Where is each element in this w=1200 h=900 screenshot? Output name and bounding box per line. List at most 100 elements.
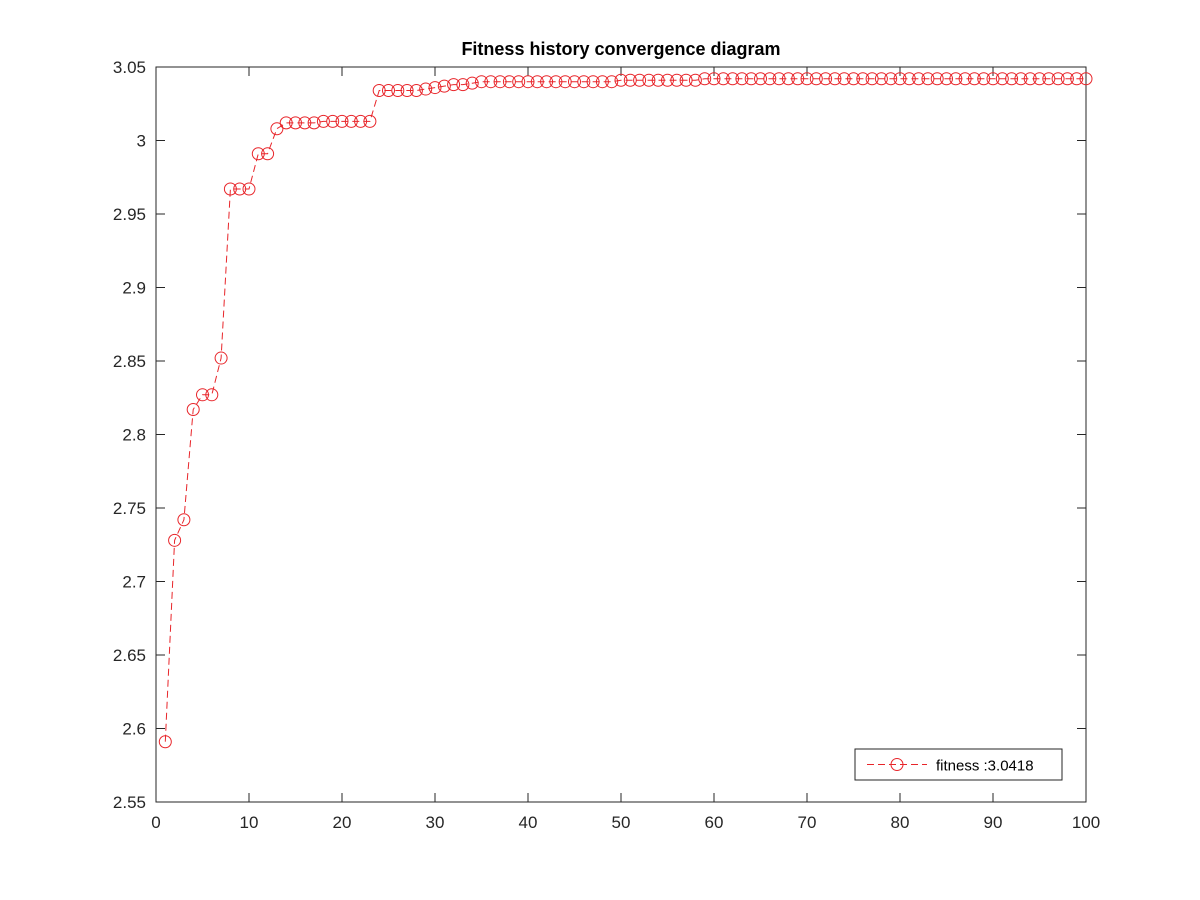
- data-point: [781, 72, 795, 86]
- data-point: [530, 75, 544, 89]
- data-point: [754, 72, 767, 86]
- y-tick-label: 2.7: [122, 573, 146, 592]
- data-point: [372, 84, 386, 98]
- data-point: [1051, 72, 1065, 86]
- data-point: [809, 72, 823, 86]
- data-point: [930, 72, 944, 86]
- data-point: [242, 182, 256, 196]
- data-point: [949, 72, 963, 86]
- x-tick-label: 100: [1072, 813, 1100, 832]
- data-point: [623, 73, 637, 87]
- data-point: [800, 72, 814, 86]
- data-point: [158, 735, 172, 749]
- data-point: [205, 388, 219, 402]
- legend-label: fitness :3.0418: [936, 758, 1034, 775]
- data-point: [475, 75, 488, 89]
- data-point: [986, 72, 1000, 86]
- y-tick-label: 2.55: [113, 793, 146, 812]
- data-point: [1005, 72, 1019, 86]
- data-point: [1023, 72, 1037, 86]
- data-point: [577, 75, 591, 89]
- data-point: [837, 72, 851, 86]
- x-tick-label: 20: [333, 813, 352, 832]
- data-point: [726, 72, 740, 86]
- data-point: [679, 73, 693, 87]
- data-point: [289, 116, 302, 130]
- y-tick-label: 2.95: [113, 205, 146, 224]
- x-tick-label: 0: [151, 813, 160, 832]
- data-point: [279, 116, 293, 130]
- data-point: [586, 75, 600, 89]
- data-point: [540, 75, 554, 89]
- data-point: [912, 72, 926, 86]
- data-point: [437, 79, 451, 93]
- tick-labels: 0 10 20 30 40 50 60 70 80 90 100 2.55 2.6 2.65 2.7 2.75…: [113, 58, 1100, 832]
- y-tick-label: 2.9: [122, 279, 146, 298]
- legend-marker-icon: [890, 758, 904, 771]
- y-tick-label: 2.6: [122, 720, 146, 739]
- x-tick-label: 90: [984, 813, 1003, 832]
- x-tick-label: 50: [612, 813, 631, 832]
- data-point: [568, 75, 581, 89]
- data-point: [698, 72, 712, 86]
- data-point: [521, 75, 535, 89]
- chart-title: Fitness history convergence diagram: [461, 39, 780, 59]
- data-point: [967, 72, 981, 86]
- data-point: [298, 116, 312, 130]
- data-point: [1042, 72, 1056, 86]
- data-point: [651, 73, 665, 87]
- data-point: [1079, 72, 1093, 86]
- data-point: [354, 114, 368, 128]
- data-point: [558, 75, 572, 89]
- data-point: [186, 403, 200, 417]
- x-tick-label: 60: [705, 813, 724, 832]
- data-point: [512, 75, 526, 89]
- data-point: [168, 533, 182, 547]
- x-tick-label: 70: [798, 813, 817, 832]
- data-point: [261, 147, 275, 161]
- data-point: [363, 114, 377, 128]
- data-point: [791, 72, 805, 86]
- data-point: [502, 75, 516, 89]
- legend: fitness :3.0418: [854, 748, 1063, 781]
- series-layer: [158, 72, 1093, 749]
- y-tick-label: 2.75: [113, 499, 146, 518]
- data-point: [819, 72, 833, 86]
- data-point: [493, 75, 507, 89]
- data-point: [642, 73, 656, 87]
- data-point: [177, 513, 191, 527]
- data-point: [400, 84, 414, 98]
- data-point: [1033, 72, 1046, 86]
- data-point: [921, 72, 935, 86]
- data-point: [382, 84, 395, 98]
- data-point: [223, 182, 237, 196]
- data-point: [233, 182, 247, 196]
- data-point: [633, 73, 647, 87]
- series-line: [164, 78, 1086, 742]
- data-point: [605, 75, 619, 89]
- data-point: [1014, 72, 1028, 86]
- data-point: [688, 73, 702, 87]
- data-point: [307, 116, 321, 130]
- y-tick-label: 3: [137, 132, 146, 151]
- data-point: [1070, 72, 1084, 86]
- y-tick-label: 2.65: [113, 646, 146, 665]
- data-point: [614, 73, 628, 87]
- x-tick-label: 40: [519, 813, 538, 832]
- data-point: [670, 73, 684, 87]
- data-point: [995, 72, 1009, 86]
- data-point: [214, 351, 228, 365]
- data-point: [940, 72, 953, 86]
- x-tick-label: 80: [891, 813, 910, 832]
- data-point: [902, 72, 916, 86]
- data-point: [874, 72, 888, 86]
- data-point: [447, 78, 461, 92]
- y-tick-label: 3.05: [113, 58, 146, 77]
- data-point: [391, 84, 405, 98]
- data-point: [744, 72, 758, 86]
- data-point: [344, 114, 358, 128]
- data-point: [856, 72, 870, 86]
- x-tick-label: 10: [240, 813, 259, 832]
- data-point: [772, 72, 786, 86]
- data-point: [847, 72, 860, 86]
